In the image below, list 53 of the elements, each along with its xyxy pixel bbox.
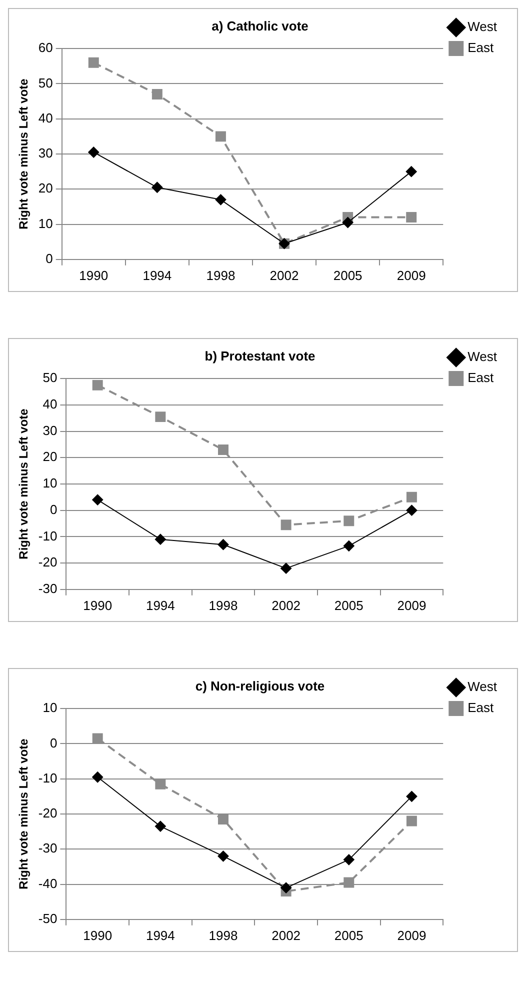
- y-tick-label: -20: [38, 554, 58, 570]
- chart-title: b) Protestant vote: [204, 348, 316, 364]
- y-tick-label: 60: [38, 40, 53, 56]
- y-tick-label: -10: [38, 528, 58, 544]
- y-tick-label: -50: [38, 910, 58, 926]
- y-tick-label: 30: [38, 146, 53, 161]
- x-tick-label: 1994: [146, 928, 175, 943]
- x-tick-label: 1994: [146, 598, 175, 613]
- x-tick-label: 2009: [396, 268, 426, 283]
- y-axis-title: Right vote minus Left vote: [16, 408, 31, 560]
- y-tick-label: 40: [42, 396, 58, 412]
- chart-title: c) Non-religious vote: [195, 678, 325, 694]
- x-tick-label: 1998: [206, 268, 236, 283]
- y-tick-label: -40: [38, 876, 58, 891]
- legend-label: East: [468, 370, 494, 386]
- y-tick-label: 0: [50, 502, 58, 517]
- x-tick-label: 1990: [83, 928, 112, 943]
- y-tick-label: 40: [38, 110, 53, 126]
- y-tick-label: 30: [42, 422, 58, 438]
- x-tick-label: 2005: [333, 268, 362, 283]
- x-tick-label: 2009: [397, 928, 426, 943]
- x-tick-label: 2002: [272, 928, 301, 943]
- legend-label: West: [468, 679, 498, 694]
- chart-title: a) Catholic vote: [212, 18, 308, 34]
- y-tick-label: -20: [38, 806, 58, 821]
- y-tick-label: 50: [38, 75, 53, 90]
- x-tick-label: 2002: [270, 268, 299, 283]
- x-tick-label: 2002: [272, 598, 301, 613]
- x-tick-label: 2005: [334, 928, 364, 943]
- x-tick-label: 1990: [83, 598, 112, 613]
- y-axis-title: Right vote minus Left vote: [16, 738, 31, 890]
- x-tick-label: 1990: [79, 268, 108, 283]
- y-tick-label: 10: [38, 216, 53, 231]
- x-tick-label: 1998: [208, 928, 238, 943]
- legend-label: West: [468, 349, 498, 364]
- y-tick-label: 50: [42, 370, 58, 386]
- y-tick-label: 20: [38, 180, 53, 196]
- x-tick-label: 1998: [208, 598, 238, 613]
- y-tick-label: -30: [38, 840, 58, 856]
- legend-label: East: [468, 40, 494, 56]
- y-tick-label: 10: [42, 700, 58, 716]
- y-tick-label: 20: [42, 449, 58, 464]
- x-tick-label: 2009: [397, 598, 426, 613]
- legend-label: West: [468, 19, 498, 34]
- y-tick-label: 0: [46, 250, 53, 266]
- x-tick-label: 1994: [142, 268, 172, 283]
- legend-label: East: [468, 700, 494, 716]
- y-tick-label: 10: [42, 476, 58, 491]
- y-tick-label: -10: [38, 770, 58, 786]
- y-tick-label: -30: [38, 580, 58, 596]
- y-tick-label: 0: [50, 735, 58, 750]
- y-axis-title: Right vote minus Left vote: [16, 78, 31, 230]
- x-tick-label: 2005: [334, 598, 364, 613]
